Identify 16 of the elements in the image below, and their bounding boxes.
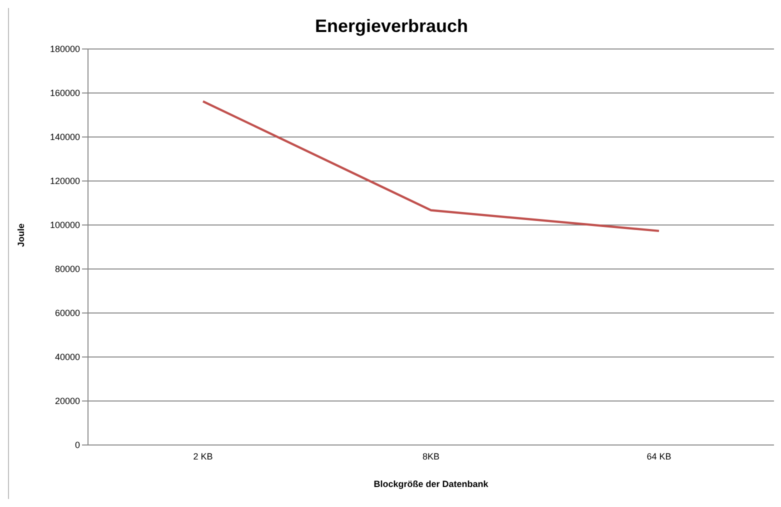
y-tick-label: 120000 [50,176,80,186]
y-tick-label: 160000 [50,88,80,98]
x-tick-label: 2 KB [193,451,213,462]
y-tick-label: 0 [74,440,80,450]
x-tick-label: 64 KB [646,451,672,462]
chart-title: Energieverbrauch [314,16,470,37]
y-tick-label: 60000 [54,308,80,318]
x-axis-title: Blockgröße der Datenbank [374,479,490,489]
y-tick-label: 100000 [50,220,80,230]
y-tick-label: 140000 [50,132,80,142]
y-tick-label: 40000 [54,352,80,362]
x-tick-label: 8KB [422,451,440,462]
y-tick-label: 20000 [54,396,80,406]
y-tick-label: 180000 [50,44,80,54]
y-axis-title: Joule [16,223,26,247]
y-tick-label: 80000 [54,264,80,274]
